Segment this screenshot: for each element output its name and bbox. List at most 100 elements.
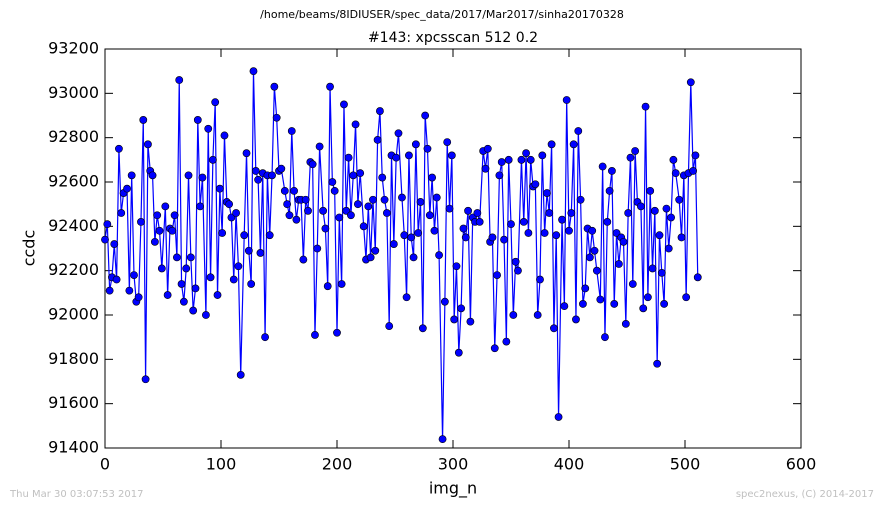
data-point <box>531 180 540 189</box>
data-point <box>272 113 281 122</box>
data-point <box>117 209 126 217</box>
data-point <box>244 246 253 255</box>
data-point <box>168 226 177 235</box>
y-tick-label: 91400 <box>48 438 99 457</box>
data-point <box>545 209 554 217</box>
data-point <box>677 233 686 242</box>
y-tick-label: 93000 <box>48 83 99 102</box>
y-tick-label: 92200 <box>48 260 99 279</box>
data-point <box>411 140 420 149</box>
data-point <box>504 155 513 164</box>
data-point <box>443 138 452 146</box>
data-point <box>418 324 427 333</box>
data-point <box>206 273 215 282</box>
data-point <box>689 167 698 175</box>
data-point <box>105 286 114 295</box>
data-point <box>579 300 587 308</box>
data-point <box>198 173 207 182</box>
data-point <box>423 144 432 153</box>
data-point <box>646 186 655 195</box>
data-point <box>682 293 691 302</box>
data-point <box>585 253 594 262</box>
x-tick-label: 500 <box>670 455 701 474</box>
data-point <box>514 266 522 275</box>
data-point <box>127 171 136 180</box>
data-point <box>366 253 375 262</box>
data-point <box>218 229 227 237</box>
y-tick-label: 91600 <box>48 393 99 412</box>
data-point <box>569 140 578 149</box>
footer-left: Thu Mar 30 03:07:53 2017 <box>9 489 143 500</box>
data-point <box>547 140 556 149</box>
data-point <box>141 375 150 384</box>
data-point <box>660 300 669 308</box>
data-point <box>208 155 217 164</box>
data-point <box>251 167 260 175</box>
data-point <box>639 304 648 313</box>
data-point <box>475 217 484 226</box>
data-point <box>524 229 533 237</box>
data-point <box>179 297 188 306</box>
data-point <box>430 226 439 235</box>
data-point <box>112 275 121 284</box>
data-point <box>447 151 456 160</box>
data-point <box>202 311 210 319</box>
data-point <box>454 348 463 357</box>
data-point <box>287 127 296 135</box>
data-point <box>170 211 179 220</box>
data-point <box>416 198 425 206</box>
data-point <box>204 124 213 133</box>
data-point <box>157 264 166 273</box>
data-point <box>270 82 279 91</box>
data-point <box>359 222 368 231</box>
data-point <box>283 200 292 209</box>
data-point <box>308 160 317 169</box>
data-point <box>402 293 411 302</box>
data-point <box>110 240 119 248</box>
data-point <box>323 282 332 291</box>
data-point <box>378 173 387 182</box>
data-point <box>220 131 229 140</box>
data-point <box>299 255 308 264</box>
data-point <box>313 244 322 253</box>
data-point <box>662 204 671 213</box>
data-point <box>130 271 138 279</box>
data-point <box>691 151 700 160</box>
data-point <box>464 206 472 215</box>
data-point <box>268 171 276 180</box>
data-point <box>123 184 131 193</box>
data-point <box>236 370 245 379</box>
data-point <box>650 206 659 215</box>
data-point <box>213 291 222 299</box>
data-point <box>161 202 170 211</box>
data-point <box>543 189 551 197</box>
data-point <box>134 293 143 302</box>
data-point <box>256 249 265 257</box>
data-point <box>461 233 470 242</box>
data-point <box>603 217 612 226</box>
data-point <box>664 244 673 253</box>
data-point <box>304 206 312 215</box>
data-point <box>125 286 134 295</box>
data-point <box>405 151 413 160</box>
data-point <box>493 271 501 279</box>
data-point <box>500 235 508 244</box>
data-point <box>328 178 337 186</box>
data-point <box>425 211 434 220</box>
x-tick-label: 0 <box>100 455 110 474</box>
data-point <box>598 162 607 171</box>
data-point <box>440 297 449 306</box>
data-point <box>414 229 423 237</box>
data-point <box>340 100 348 109</box>
data-point <box>229 275 238 284</box>
data-point <box>153 211 162 220</box>
data-point <box>347 211 355 220</box>
data-point <box>163 291 172 299</box>
data-point <box>466 317 475 326</box>
data-point <box>301 195 310 204</box>
data-point <box>588 226 597 235</box>
data-point <box>445 204 454 213</box>
data-point <box>242 149 251 158</box>
data-point <box>540 229 549 237</box>
data-point <box>155 226 164 235</box>
